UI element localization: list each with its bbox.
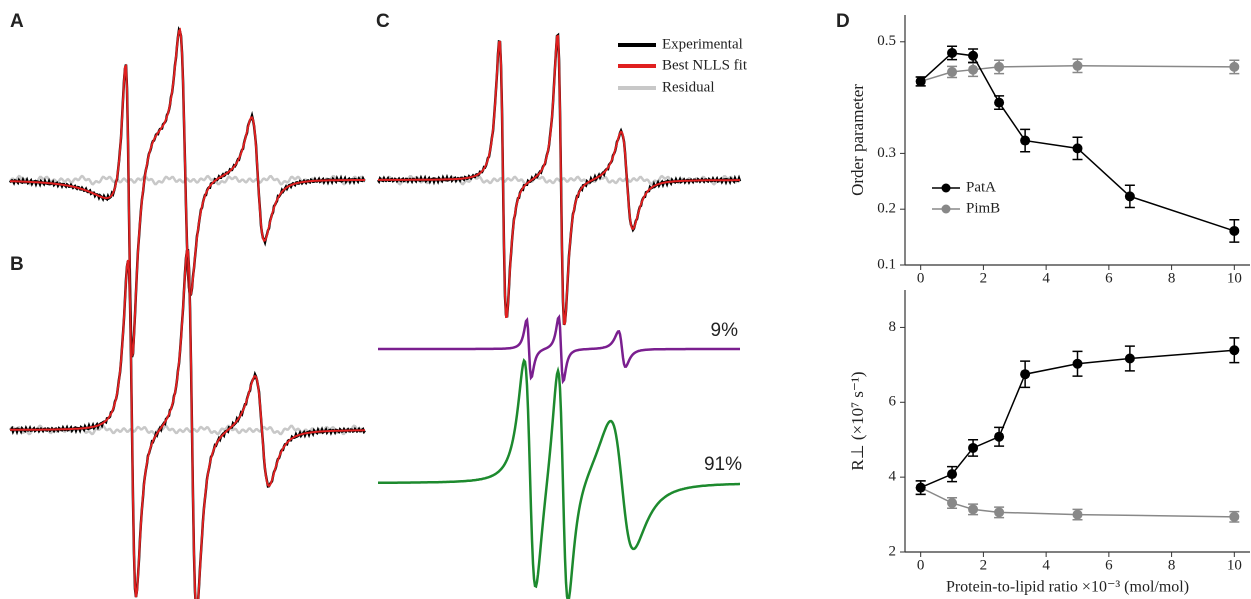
component-label: 91% — [704, 454, 742, 475]
y-axis-label: Order parameter — [848, 84, 867, 196]
data-point — [994, 507, 1005, 518]
legend-label: Residual — [662, 79, 715, 95]
data-point — [994, 97, 1005, 108]
y-tick-label: 0.1 — [877, 256, 896, 272]
x-axis-label: Protein-to-lipid ratio ×10⁻³ (mol/mol) — [946, 579, 1189, 596]
data-point — [1020, 369, 1031, 380]
legend-label: PatA — [966, 179, 996, 195]
legend-label: PimB — [966, 200, 1000, 216]
fit-curve — [10, 27, 365, 357]
panel-label: A — [10, 11, 24, 32]
x-tick-label: 2 — [980, 270, 988, 286]
data-point — [1072, 143, 1083, 154]
series-line — [920, 349, 1235, 489]
data-point — [1229, 511, 1240, 522]
data-point — [968, 50, 979, 61]
legend-swatch — [941, 204, 951, 214]
data-point — [1124, 191, 1135, 202]
x-tick-label: 4 — [1042, 557, 1050, 573]
data-point — [947, 47, 958, 58]
data-point — [947, 497, 958, 508]
series-line — [920, 65, 1235, 83]
data-point — [915, 482, 926, 493]
experimental-curve — [8, 25, 366, 358]
data-point — [968, 442, 979, 453]
panel-label: B — [10, 254, 24, 275]
x-tick-label: 0 — [917, 270, 925, 286]
x-tick-label: 0 — [917, 557, 925, 573]
y-tick-label: 6 — [889, 394, 897, 410]
legend-label: Experimental — [662, 36, 743, 52]
data-point — [1072, 509, 1083, 520]
panel-label: D — [836, 11, 850, 32]
y-tick-label: 4 — [889, 469, 897, 485]
data-point — [994, 431, 1005, 442]
y-tick-label: 8 — [889, 319, 897, 335]
data-point — [947, 469, 958, 480]
data-point — [1072, 358, 1083, 369]
series-line — [920, 486, 1235, 518]
x-tick-label: 2 — [980, 557, 988, 573]
x-tick-label: 8 — [1168, 557, 1176, 573]
panel-label: C — [376, 11, 390, 32]
y-tick-label: 0.2 — [877, 201, 896, 217]
component-curve — [378, 357, 740, 599]
spectra — [8, 25, 742, 599]
data-point — [968, 64, 979, 75]
data-point — [1020, 135, 1031, 146]
y-tick-label: 0.3 — [877, 145, 896, 161]
legend-label: Best NLLS fit — [662, 57, 748, 73]
data-point — [1124, 353, 1135, 364]
x-tick-label: 10 — [1227, 557, 1242, 573]
y-tick-label: 2 — [889, 543, 897, 559]
data-point — [1072, 60, 1083, 71]
data-point — [1229, 345, 1240, 356]
data-point — [1229, 225, 1240, 236]
experimental-curve — [9, 248, 366, 599]
data-point — [915, 76, 926, 87]
y-axis-label: R⊥ (×10⁷ s⁻¹) — [848, 371, 867, 470]
residual-curve — [8, 174, 366, 186]
x-tick-label: 6 — [1105, 270, 1113, 286]
x-tick-label: 6 — [1105, 557, 1113, 573]
x-tick-label: 10 — [1227, 270, 1242, 286]
component-curve — [378, 313, 740, 385]
fit-curve — [10, 246, 365, 599]
y-tick-label: 0.5 — [877, 33, 896, 49]
data-point — [968, 504, 979, 515]
data-point — [1229, 61, 1240, 72]
data-point — [947, 66, 958, 77]
data-point — [994, 61, 1005, 72]
fit-curve — [378, 34, 740, 326]
x-tick-label: 4 — [1042, 270, 1050, 286]
component-label: 9% — [711, 320, 739, 341]
x-tick-label: 8 — [1168, 270, 1176, 286]
legend-swatch — [941, 183, 951, 193]
